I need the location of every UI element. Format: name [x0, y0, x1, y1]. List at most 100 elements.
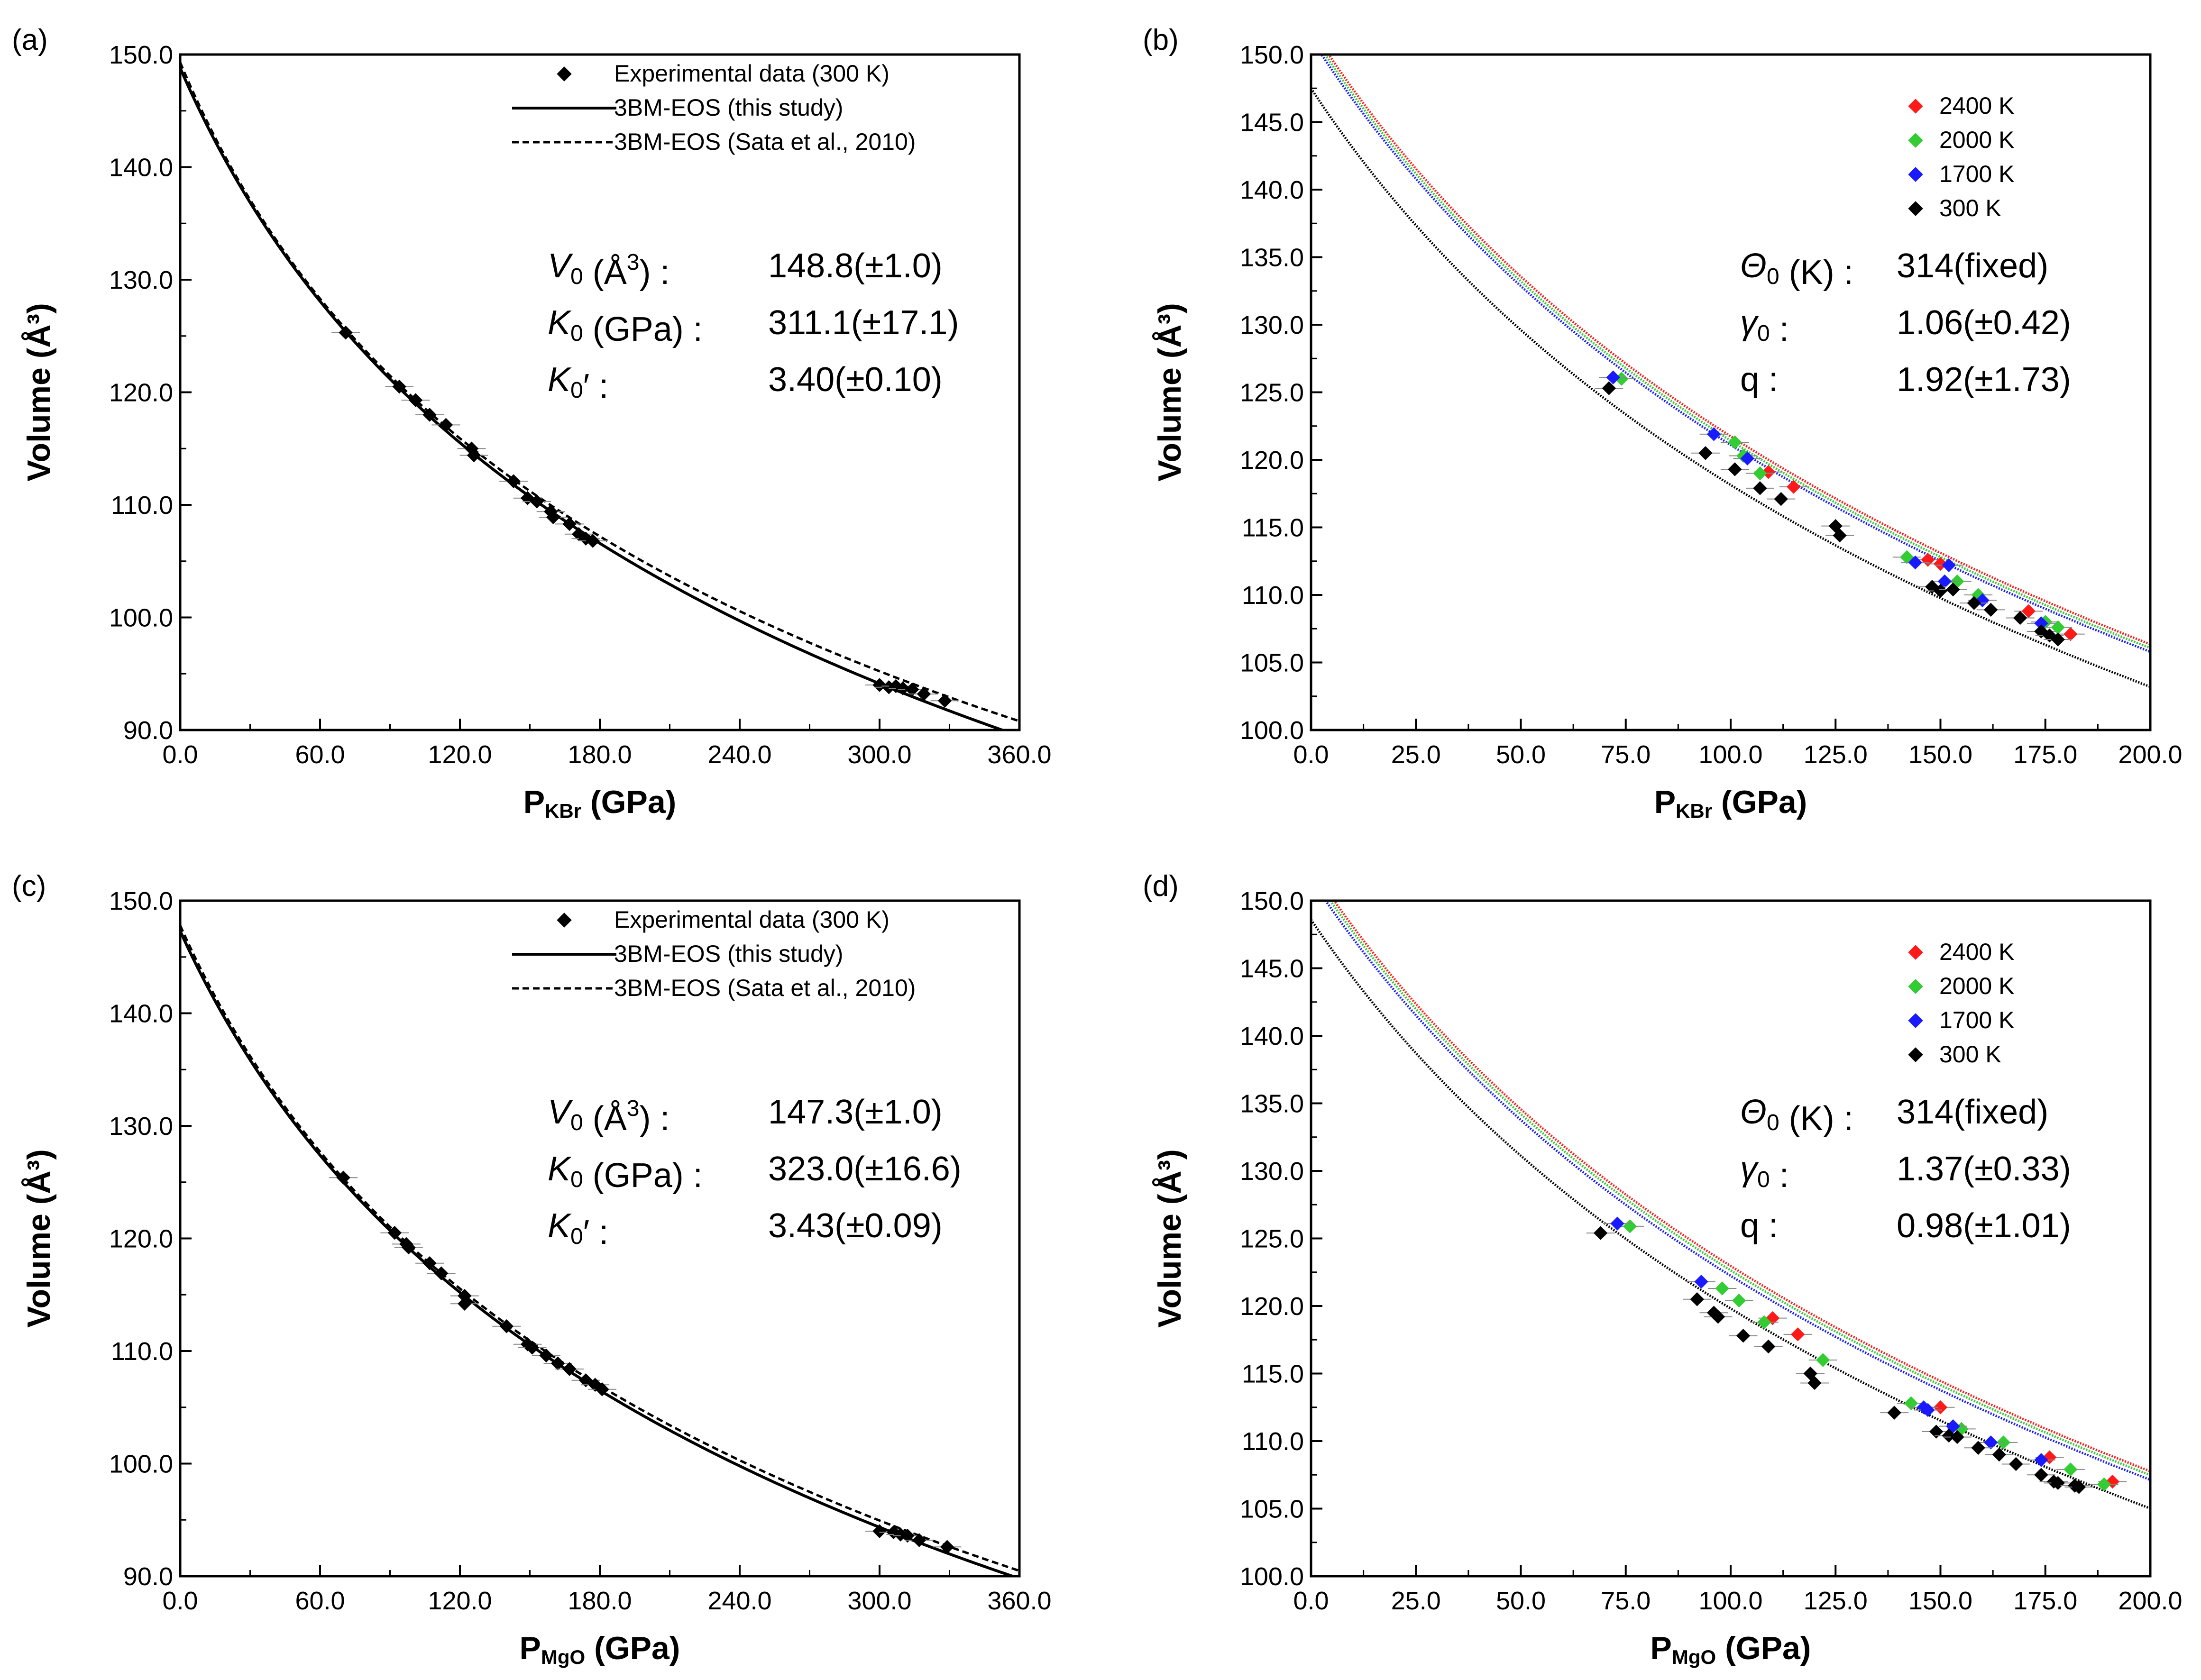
- x-tick-label: 200.0: [2118, 1587, 2182, 1615]
- data-point: [539, 1348, 553, 1363]
- data-point: [1606, 370, 1620, 384]
- legend-label: 3BM-EOS (Sata et al., 2010): [614, 128, 916, 155]
- chart-panel-1: (b) 0.0 25.0 50.0 75.0 100.0 125.0 150.0 175.0 20…: [1143, 24, 2183, 822]
- data-point: [1774, 492, 1788, 506]
- data-points: [331, 325, 959, 708]
- x-tick-label: 0.0: [1293, 1587, 1329, 1615]
- data-point: [1908, 555, 1923, 570]
- legend-label: 1700 K: [1939, 161, 2014, 187]
- x-axis-title: PMgO (GPa): [520, 1630, 680, 1668]
- x-tick-label: 75.0: [1601, 1587, 1651, 1615]
- data-point: [1787, 480, 1801, 494]
- data-point: [1933, 557, 1948, 571]
- param-value: 147.3(±1.0): [768, 1093, 943, 1131]
- eos-curve-0: [1332, 901, 2150, 1472]
- x-tick-label: 240.0: [707, 1587, 771, 1615]
- data-point: [525, 1341, 540, 1355]
- x-tick-label: 50.0: [1496, 1587, 1546, 1615]
- legend-marker: [1908, 133, 1923, 148]
- y-tick-label: 110.0: [1242, 1427, 1304, 1456]
- data-point: [1690, 1292, 1704, 1306]
- y-tick-label: 100.0: [109, 1450, 173, 1479]
- x-tick-label: 0.0: [162, 740, 198, 769]
- x-axis-title: PKBr (GPa): [1654, 784, 1807, 822]
- data-point: [467, 448, 481, 463]
- legend-marker: [1908, 201, 1923, 216]
- data-point: [1807, 1376, 1822, 1390]
- y-tick-label: 125.0: [1240, 379, 1304, 407]
- y-tick-label: 130.0: [1240, 1157, 1304, 1186]
- data-point: [912, 1533, 926, 1547]
- fit-parameters: V0 (Å3) : 147.3(±1.0) K0 (GPa) : 323.0(±16.…: [548, 1093, 962, 1251]
- y-tick-label: 140.0: [1240, 1022, 1304, 1050]
- data-point: [896, 681, 910, 695]
- legend-label: 2000 K: [1939, 127, 2014, 153]
- data-points: [1595, 370, 2085, 647]
- data-point: [1706, 427, 1721, 441]
- data-point: [2097, 1477, 2111, 1491]
- data-point: [1753, 481, 1767, 495]
- data-point: [889, 679, 903, 694]
- param-label: K0′ :: [548, 361, 608, 405]
- y-tick-label: 120.0: [1240, 1292, 1304, 1321]
- data-point: [1971, 1441, 1985, 1455]
- legend: Experimental data (300 K) 3BM-EOS (this s…: [512, 60, 916, 155]
- x-tick-label: 180.0: [568, 1587, 632, 1615]
- legend-marker: [1908, 979, 1923, 994]
- param-value: 3.40(±0.10): [768, 361, 943, 399]
- x-tick-label: 100.0: [1698, 1587, 1762, 1615]
- data-point: [1790, 1327, 1805, 1342]
- legend-label: 1700 K: [1939, 1007, 2014, 1033]
- data-point: [1753, 466, 1767, 481]
- legend-marker: [1908, 167, 1923, 182]
- panel-label: (c): [12, 870, 46, 903]
- y-tick-label: 120.0: [1240, 446, 1304, 475]
- x-tick-label: 200.0: [2118, 740, 2182, 769]
- x-tick-label: 175.0: [2013, 740, 2077, 769]
- legend-label: 2400 K: [1939, 92, 2014, 119]
- y-tick-label: 130.0: [109, 266, 173, 294]
- data-points: [329, 1170, 962, 1554]
- y-tick-label: 90.0: [123, 716, 173, 745]
- x-tick-label: 0.0: [162, 1587, 198, 1615]
- data-point: [1946, 1419, 1960, 1433]
- y-tick-label: 120.0: [109, 1225, 173, 1253]
- x-tick-label: 125.0: [1804, 1587, 1868, 1615]
- data-point: [408, 393, 423, 407]
- data-point: [506, 474, 521, 488]
- data-point: [588, 1378, 602, 1392]
- y-tick-label: 150.0: [109, 887, 173, 915]
- x-tick-label: 60.0: [295, 1587, 345, 1615]
- param-label: γ0 :: [1740, 304, 1789, 348]
- data-point: [1715, 1281, 1730, 1296]
- param-value: 1.37(±0.33): [1897, 1150, 2071, 1188]
- data-point: [1803, 1366, 1817, 1381]
- param-label: V0 (Å3) :: [548, 1093, 669, 1138]
- panel-label: (a): [12, 24, 48, 56]
- y-axis-title: Volume (Å³): [21, 303, 57, 482]
- y-tick-label: 145.0: [1240, 109, 1304, 137]
- data-point: [886, 1525, 901, 1540]
- legend: 2400 K 2000 K 1700 K 300 K: [1908, 939, 2014, 1068]
- data-point: [499, 1319, 514, 1333]
- y-tick-label: 125.0: [1240, 1225, 1304, 1253]
- legend: Experimental data (300 K) 3BM-EOS (this s…: [512, 906, 916, 1001]
- data-point: [2072, 1480, 2086, 1494]
- data-point: [1946, 582, 1960, 597]
- y-tick-label: 110.0: [1242, 581, 1304, 610]
- x-tick-label: 25.0: [1391, 1587, 1441, 1615]
- x-tick-label: 125.0: [1804, 740, 1868, 769]
- legend-label: 300 K: [1939, 195, 2001, 221]
- x-tick-label: 120.0: [428, 740, 492, 769]
- param-value: 3.43(±0.09): [768, 1207, 943, 1245]
- data-point: [1728, 435, 1742, 449]
- y-tick-label: 150.0: [109, 41, 173, 69]
- eos-curve-1: [180, 925, 1019, 1572]
- x-tick-label: 300.0: [847, 740, 911, 769]
- y-tick-label: 90.0: [123, 1562, 173, 1591]
- data-point: [1728, 462, 1742, 476]
- data-point: [550, 1356, 565, 1370]
- x-axis-title: PMgO (GPa): [1651, 1630, 1811, 1668]
- data-point: [1921, 553, 1935, 567]
